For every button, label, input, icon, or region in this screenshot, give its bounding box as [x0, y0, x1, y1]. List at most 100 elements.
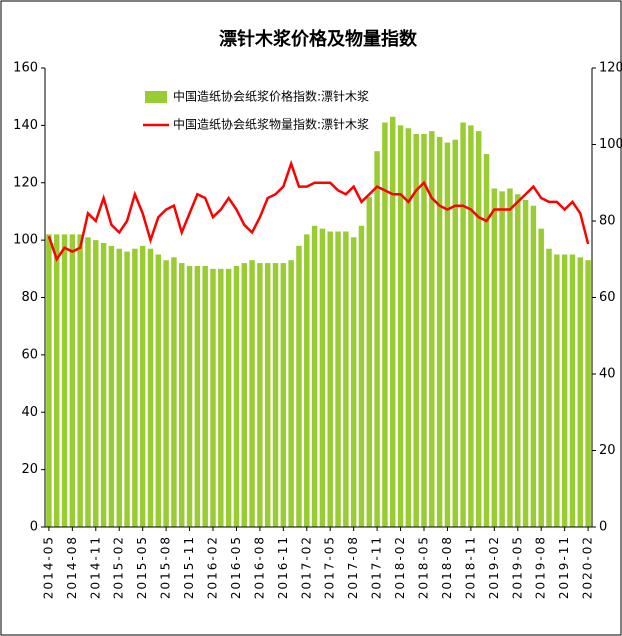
y-tick-label: 140	[13, 118, 38, 133]
y2-tick-label: 0	[599, 520, 607, 535]
x-tick-label: 2019-11	[557, 535, 571, 599]
bar	[194, 265, 201, 527]
y-tick-label: 160	[13, 61, 38, 76]
bar	[108, 245, 115, 528]
bar	[304, 234, 310, 527]
bar	[491, 188, 498, 528]
x-tick-label: 2019-08	[534, 535, 548, 599]
x-tick-label: 2018-02	[393, 535, 407, 599]
line	[47, 159, 590, 263]
y2-tick-label: 120	[599, 61, 622, 76]
bar	[53, 234, 60, 527]
x-tick-label: 2017-05	[323, 535, 337, 599]
bar	[116, 248, 122, 527]
bar	[93, 240, 99, 527]
bar	[358, 225, 365, 527]
bar	[288, 260, 294, 527]
x-tick-label: 2017-02	[299, 535, 313, 599]
bar	[554, 254, 560, 527]
bar	[319, 228, 326, 527]
bar	[296, 245, 302, 528]
bar	[382, 122, 388, 527]
x-tick-label: 2015-02	[112, 535, 126, 599]
bar	[429, 131, 435, 528]
bar	[139, 245, 146, 528]
bar	[210, 268, 216, 527]
bar	[577, 257, 584, 527]
bar	[249, 260, 255, 527]
bar	[397, 125, 404, 527]
bar	[155, 254, 162, 527]
x-tick-label: 2015-08	[159, 535, 173, 599]
bar	[272, 263, 279, 527]
bar	[280, 263, 287, 527]
x-tick-label: 2016-11	[276, 535, 290, 599]
bar	[483, 154, 490, 527]
x-tick-label: 2018-05	[416, 535, 430, 599]
bar	[366, 197, 373, 527]
y-tick-label: 100	[13, 233, 38, 248]
bar	[468, 125, 474, 527]
legend-swatch	[145, 91, 167, 103]
bar	[522, 199, 529, 527]
bar	[46, 234, 52, 527]
x-tick-label: 2018-11	[463, 535, 477, 599]
bar	[69, 234, 76, 527]
bar	[132, 248, 138, 527]
x-tick-label: 2014-08	[65, 535, 79, 599]
bar	[233, 265, 240, 527]
x-tick-label: 2014-11	[88, 535, 102, 599]
bar	[257, 263, 263, 527]
bar	[374, 151, 380, 527]
bar	[499, 191, 505, 527]
bar	[264, 263, 271, 527]
y-tick-label: 80	[21, 290, 38, 305]
bar	[147, 248, 154, 527]
x-tick-label: 2016-05	[229, 535, 243, 599]
y2-tick-label: 40	[599, 367, 616, 382]
bar	[460, 122, 466, 527]
y2-tick-label: 20	[599, 443, 616, 458]
x-tick-label: 2020-02	[581, 535, 595, 599]
bar	[163, 260, 169, 527]
x-tick-label: 2019-05	[510, 535, 524, 599]
bar	[405, 128, 412, 527]
bar	[311, 225, 318, 527]
bar	[546, 248, 552, 527]
bar	[85, 237, 91, 527]
bar	[507, 188, 513, 528]
y2-tick-label: 80	[599, 214, 616, 229]
legend-label: 中国造纸协会纸浆价格指数:漂针木浆	[173, 89, 369, 104]
bar	[452, 139, 458, 527]
bar	[475, 131, 482, 528]
legend-label: 中国造纸协会纸浆物量指数:漂针木浆	[173, 117, 369, 132]
bar	[421, 133, 427, 527]
bar	[124, 251, 130, 527]
x-tick-label: 2016-08	[252, 535, 266, 599]
bar	[100, 242, 107, 527]
x-tick-label: 2016-02	[206, 535, 220, 599]
bar	[561, 254, 568, 527]
bar	[413, 133, 419, 527]
chart-title: 漂针木浆价格及物量指数	[219, 28, 418, 50]
x-tick-label: 2019-02	[487, 535, 501, 599]
bar	[327, 231, 333, 528]
y-tick-label: 60	[21, 347, 38, 362]
y2-tick-label: 100	[599, 137, 622, 152]
bar	[171, 257, 177, 527]
bar	[538, 228, 544, 527]
y-tick-label: 120	[13, 175, 38, 190]
x-tick-label: 2017-08	[346, 535, 360, 599]
bar	[444, 142, 451, 527]
bar	[186, 265, 193, 527]
bar	[515, 194, 521, 527]
x-tick-label: 2014-05	[41, 535, 55, 599]
bar	[530, 205, 537, 527]
y2-tick-label: 60	[599, 290, 616, 305]
bar	[390, 116, 396, 528]
bar	[569, 254, 576, 527]
x-tick-label: 2015-05	[135, 535, 149, 599]
bar	[343, 231, 349, 528]
bar	[436, 136, 443, 527]
